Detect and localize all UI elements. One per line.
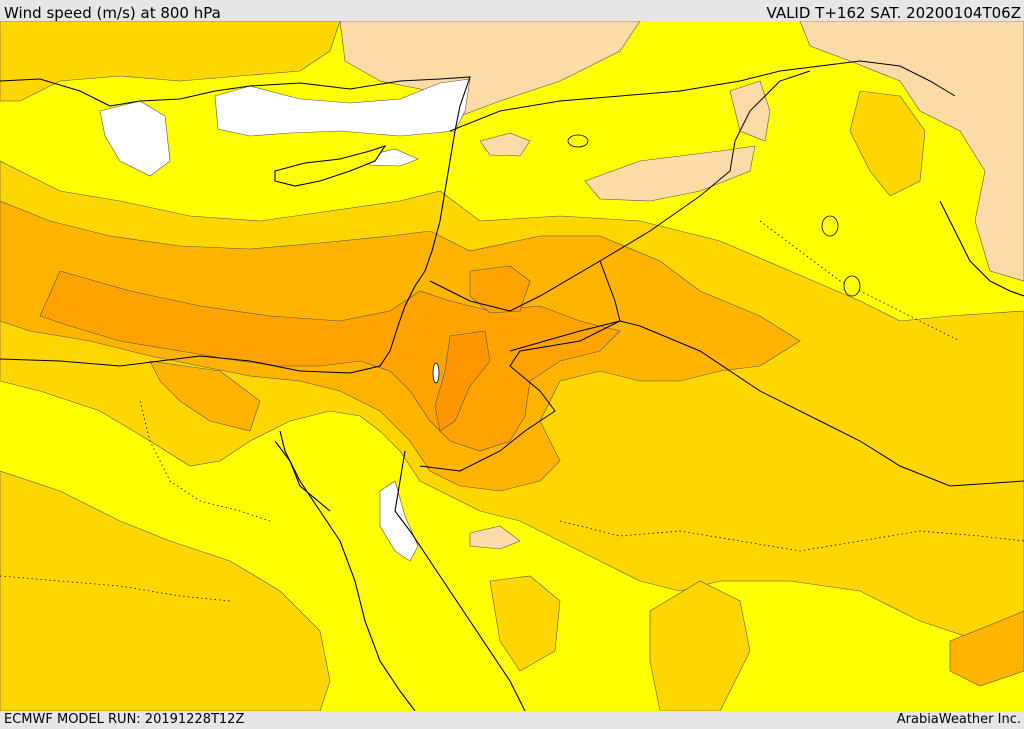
wind-zone-calm-turkey-coast: [214, 78, 471, 137]
wind-zone-light-saudi: [469, 525, 521, 550]
map-title: Wind speed (m/s) at 800 hPa: [4, 4, 221, 22]
valid-time: VALID T+162 SAT. 20200104T06Z: [766, 4, 1021, 22]
wind-zone-fresh-red-sea-coast: [489, 575, 561, 672]
wind-zone-light-north-syria: [479, 132, 531, 157]
coastline-persian-gulf: [939, 200, 1024, 297]
lake-van: [567, 134, 589, 148]
wind-zone-calm-aegean: [99, 100, 171, 177]
border-iraq-saudi: [509, 320, 1024, 487]
wind-zone-strong-egypt: [149, 360, 261, 432]
lake-tiberias: [432, 362, 440, 384]
header-bar: Wind speed (m/s) at 800 hPa VALID T+162 …: [0, 0, 1024, 22]
coastline-cyprus: [274, 144, 387, 187]
wind-zone-calm-aqaba: [379, 480, 419, 562]
border-jordan: [419, 260, 621, 472]
coastline-red-sea-east: [394, 450, 526, 711]
wind-zone-stronger-levant: [39, 270, 621, 452]
wind-zone-light-turkey: [339, 21, 641, 117]
wind-speed-map: [0, 21, 1024, 711]
wind-zone-fresh-egypt-southwest: [0, 470, 331, 711]
wind-zone-fresh-turkey-north: [0, 21, 341, 102]
model-run-label: ECMWF MODEL RUN: 20191228T12Z: [4, 712, 245, 727]
credit-label: ArabiaWeather Inc.: [896, 712, 1021, 727]
coastline-gulf-of-suez: [274, 440, 331, 512]
border-syria-iraq: [599, 70, 811, 262]
lake-iraq-south: [843, 275, 861, 297]
wind-zone-strongest-core: [434, 330, 491, 432]
wind-zone-fresh-iraq: [849, 90, 926, 197]
wind-zone-strong-persian-gulf: [949, 610, 1024, 687]
wind-zone-stronger-jordan: [469, 265, 531, 314]
wind-zone-light-syria: [584, 145, 756, 202]
wind-zone-light-northeast: [799, 21, 1024, 282]
border-turkey-syria: [449, 60, 956, 132]
coastline-levant: [0, 160, 451, 374]
lake-iraq: [821, 215, 839, 237]
border-iraq-internal-dotted: [759, 220, 961, 342]
footer-bar: ECMWF MODEL RUN: 20191228T12Z ArabiaWeat…: [0, 711, 1024, 729]
wind-zone-fresh-saudi-south: [649, 580, 751, 711]
border-egypt-internal-dotted: [139, 400, 271, 522]
coastline-turkey-south: [0, 76, 471, 162]
border-saudi-internal-dotted: [559, 520, 1024, 552]
